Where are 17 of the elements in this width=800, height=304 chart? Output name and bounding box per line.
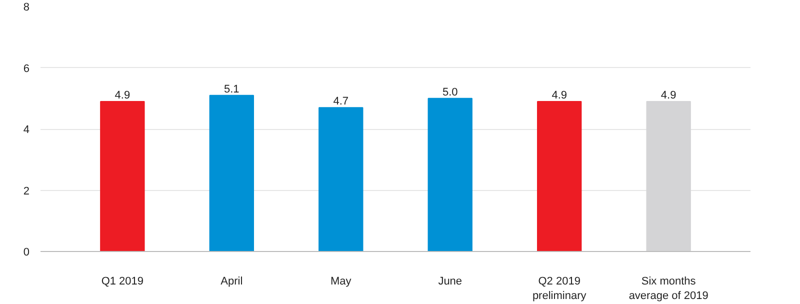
x-tick-label: May [330, 276, 352, 288]
x-tick-label: Q1 2019 [101, 276, 144, 288]
y-tick-label: 8 [23, 2, 30, 14]
y-tick-label: 6 [23, 62, 30, 75]
data-label: 4.9 [552, 89, 567, 102]
x-tick-label: April [220, 276, 243, 288]
data-label: 4.9 [660, 89, 676, 102]
x-tick-label: Six months average of 2019 [628, 276, 708, 302]
y-tick-label: 2 [23, 185, 30, 198]
data-label: 4.9 [114, 89, 130, 102]
y-tick-label: 4 [23, 124, 30, 136]
data-label: 5.0 [442, 86, 458, 98]
x-tick-label: June [438, 276, 462, 288]
y-tick-label: 0 [23, 246, 30, 258]
x-tick-label: Q2 2019 preliminary [532, 276, 587, 302]
data-label: 4.7 [333, 96, 349, 108]
data-label: 5.1 [224, 83, 240, 96]
